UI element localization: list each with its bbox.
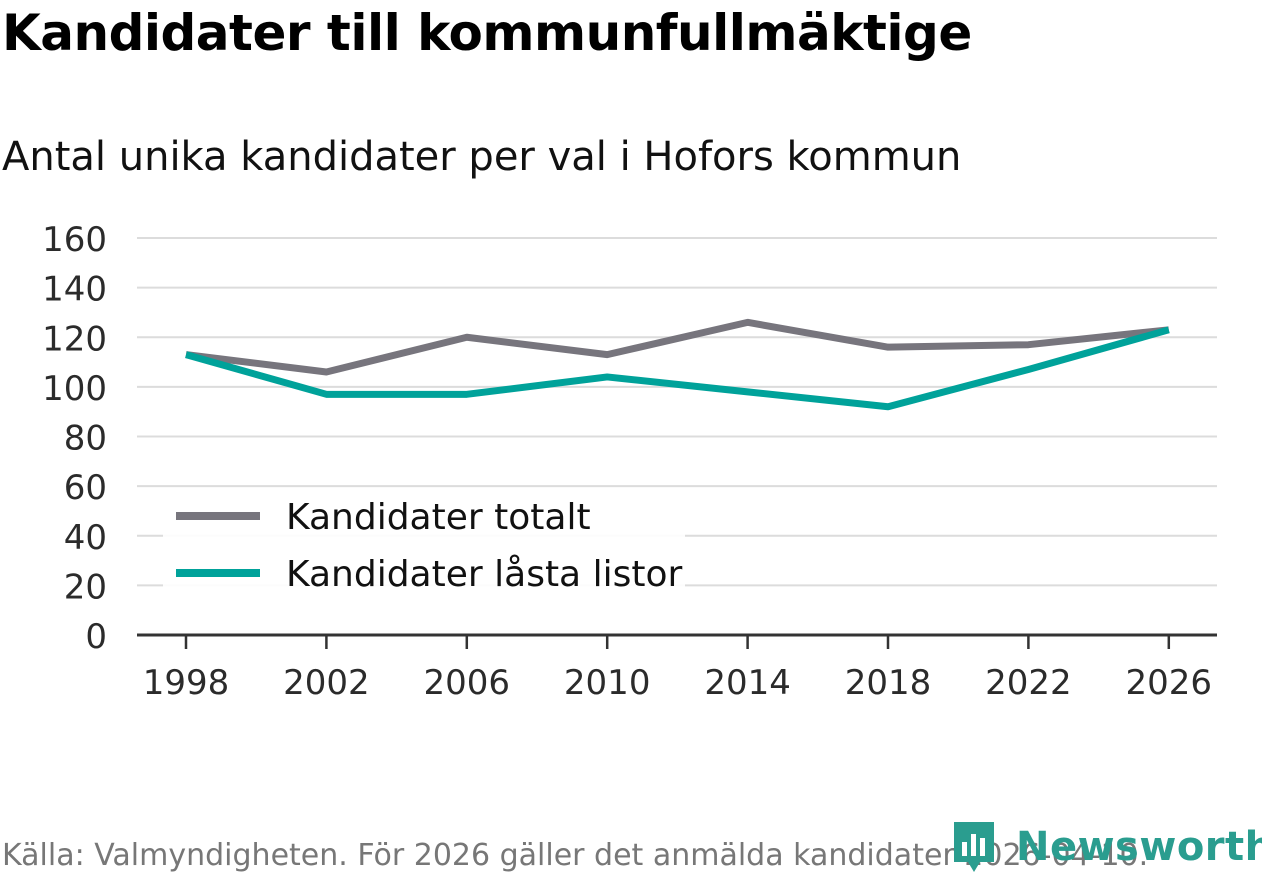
y-tick-label: 40 bbox=[64, 518, 107, 558]
y-tick-label: 60 bbox=[64, 468, 107, 508]
x-tick-label: 2010 bbox=[564, 663, 651, 703]
brand-name: Newsworthy bbox=[1016, 824, 1262, 870]
x-tick-label: 2006 bbox=[424, 663, 511, 703]
x-tick-label: 2026 bbox=[1126, 663, 1213, 703]
y-tick-label: 0 bbox=[85, 617, 107, 657]
x-tick-label: 2014 bbox=[704, 663, 791, 703]
x-tick-label: 2018 bbox=[845, 663, 932, 703]
legend-label: Kandidater totalt bbox=[286, 497, 591, 538]
legend-label: Kandidater låsta listor bbox=[286, 554, 682, 595]
y-tick-label: 100 bbox=[42, 369, 107, 409]
newsworthy-logo: Newsworthy bbox=[950, 818, 1262, 876]
y-tick-label: 160 bbox=[42, 220, 107, 260]
y-tick-label: 120 bbox=[42, 319, 107, 359]
x-axis: 1998 2002 2006 2010 2014 2018 2022 2026 bbox=[137, 635, 1217, 703]
series-lines bbox=[186, 322, 1169, 407]
y-tick-label: 20 bbox=[64, 567, 107, 607]
series-line-kandidater-totalt bbox=[186, 322, 1169, 372]
x-tick-label: 1998 bbox=[143, 663, 230, 703]
bar-chart-logo-icon bbox=[950, 818, 998, 876]
x-tick-label: 2002 bbox=[283, 663, 370, 703]
legend: Kandidater totalt Kandidater låsta listor bbox=[163, 488, 685, 595]
y-tick-label: 140 bbox=[42, 270, 107, 310]
x-tick-label: 2022 bbox=[985, 663, 1072, 703]
y-axis-ticks: 0 20 40 60 80 100 120 140 160 bbox=[42, 220, 107, 657]
y-tick-label: 80 bbox=[64, 419, 107, 459]
